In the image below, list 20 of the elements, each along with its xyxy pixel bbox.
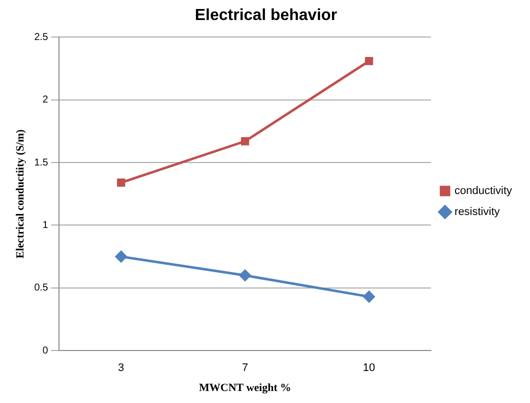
y-tick-label: 0.5 bbox=[34, 282, 49, 294]
x-tick-label: 10 bbox=[362, 362, 376, 374]
y-axis-title: Electrical conductiity (S/m) bbox=[14, 129, 26, 258]
point bbox=[364, 56, 374, 66]
point bbox=[115, 250, 127, 262]
y-tick-label: 1.5 bbox=[34, 157, 49, 168]
y-tick-label: 2 bbox=[42, 94, 49, 106]
point bbox=[240, 137, 250, 146]
y-tick-label: 2.5 bbox=[34, 32, 49, 43]
x-tick-label: 3 bbox=[118, 362, 124, 374]
point bbox=[239, 270, 251, 282]
y-tick-label: 0 bbox=[42, 345, 49, 356]
legend-label: resistivity bbox=[454, 206, 500, 218]
point bbox=[117, 178, 126, 187]
y-tick-label: 1 bbox=[42, 220, 49, 231]
x-tick-label: 7 bbox=[242, 362, 248, 374]
legend-label: conductivity bbox=[454, 185, 512, 198]
point bbox=[363, 290, 375, 302]
x-axis-title: MWCNT weight % bbox=[199, 382, 292, 394]
chart-title: Electrical behavior bbox=[194, 7, 338, 24]
